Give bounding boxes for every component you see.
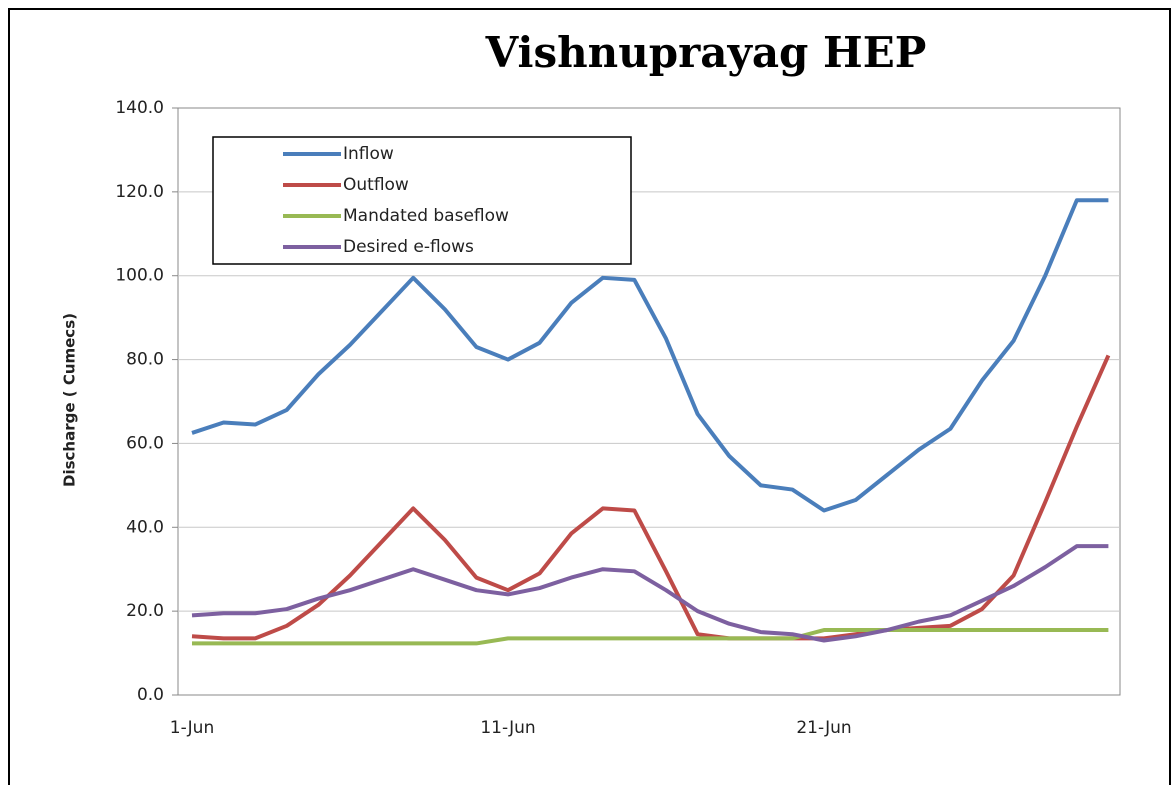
plot-area (177, 107, 1121, 696)
chart-title: Vishnuprayag HEP (485, 28, 927, 77)
legend-label: Outflow (343, 175, 409, 195)
frame (8, 8, 1171, 785)
y-tick-label: 40.0 (126, 517, 164, 537)
y-tick-label: 120.0 (115, 182, 164, 202)
legend-box (212, 136, 632, 265)
x-tick-label: 1-Jun (170, 718, 214, 738)
y-tick-label: 100.0 (115, 266, 164, 286)
series-line (191, 544, 1109, 643)
x-tick-label: 11-Jun (480, 718, 535, 738)
y-tick-label: 20.0 (126, 601, 164, 621)
legend-label: Mandated baseflow (343, 206, 509, 226)
series-line (191, 198, 1109, 513)
legend-label: Inflow (343, 144, 394, 164)
x-tick-label: 21-Jun (796, 718, 851, 738)
y-tick-label: 0.0 (137, 685, 164, 705)
y-tick-label: 80.0 (126, 350, 164, 370)
y-tick-label: 60.0 (126, 433, 164, 453)
y-tick-label: 140.0 (115, 98, 164, 118)
legend-label: Desired e-flows (343, 237, 474, 257)
series-line (192, 628, 1109, 646)
series-line (191, 354, 1111, 641)
y-axis-label: Discharge ( Cumecs) (61, 313, 79, 487)
